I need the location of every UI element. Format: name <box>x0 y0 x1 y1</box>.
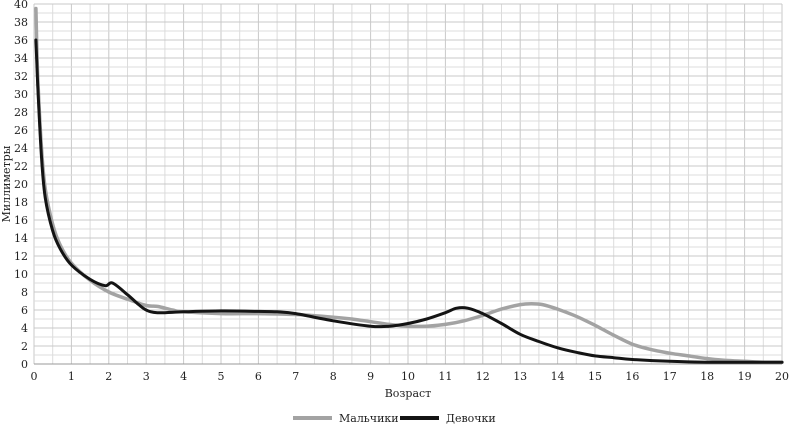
series-line-girls <box>34 38 784 364</box>
x-tick-label: 0 <box>31 370 38 383</box>
y-tick-label: 2 <box>21 340 28 353</box>
x-tick-label: 15 <box>588 370 602 383</box>
y-tick-label: 12 <box>14 250 28 263</box>
y-tick-label: 32 <box>14 70 28 83</box>
y-tick-label: 18 <box>14 196 28 209</box>
y-tick-label: 8 <box>21 286 28 299</box>
x-tick-label: 19 <box>738 370 752 383</box>
x-tick-label: 9 <box>367 370 374 383</box>
x-tick-label: 16 <box>625 370 639 383</box>
x-tick-label: 4 <box>180 370 187 383</box>
y-tick-label: 38 <box>14 16 28 29</box>
legend: Мальчики Девочки <box>293 412 496 425</box>
x-tick-label: 14 <box>551 370 565 383</box>
grid-lines <box>33 3 783 365</box>
x-tick-label: 10 <box>401 370 415 383</box>
y-axis-title: Миллиметры <box>0 145 13 222</box>
x-tick-label: 7 <box>292 370 299 383</box>
legend-label-girls: Девочки <box>446 412 496 425</box>
y-tick-label: 40 <box>14 0 28 11</box>
x-tick-label: 2 <box>105 370 112 383</box>
x-tick-label: 13 <box>513 370 527 383</box>
y-tick-label: 30 <box>14 88 28 101</box>
x-axis-title: Возраст <box>385 387 432 400</box>
y-tick-label: 4 <box>21 322 28 335</box>
y-tick-label: 34 <box>14 52 28 65</box>
x-tick-label: 12 <box>476 370 490 383</box>
y-tick-label: 28 <box>14 106 28 119</box>
x-tick-label: 8 <box>330 370 337 383</box>
series-lines <box>34 6 784 364</box>
y-tick-label: 14 <box>14 232 28 245</box>
y-tick-label: 10 <box>14 268 28 281</box>
y-tick-label: 6 <box>21 304 28 317</box>
y-tick-label: 26 <box>14 124 28 137</box>
x-tick-label: 1 <box>68 370 75 383</box>
x-tick-label: 17 <box>663 370 677 383</box>
y-tick-label: 0 <box>21 358 28 371</box>
y-tick-label: 22 <box>14 160 28 173</box>
y-tick-label: 16 <box>14 214 28 227</box>
x-tick-label: 20 <box>775 370 789 383</box>
y-tick-label: 20 <box>14 178 28 191</box>
legend-label-boys: Мальчики <box>339 412 399 425</box>
x-tick-labels: 0 1 2 3 4 5 6 7 8 9 10 11 12 13 14 15 16 17 18 19 20 <box>31 370 790 383</box>
x-tick-label: 18 <box>700 370 714 383</box>
x-tick-label: 5 <box>218 370 225 383</box>
x-tick-label: 11 <box>438 370 452 383</box>
y-tick-label: 24 <box>14 142 28 155</box>
x-tick-label: 6 <box>255 370 262 383</box>
x-tick-label: 3 <box>143 370 150 383</box>
y-tick-label: 36 <box>14 34 28 47</box>
